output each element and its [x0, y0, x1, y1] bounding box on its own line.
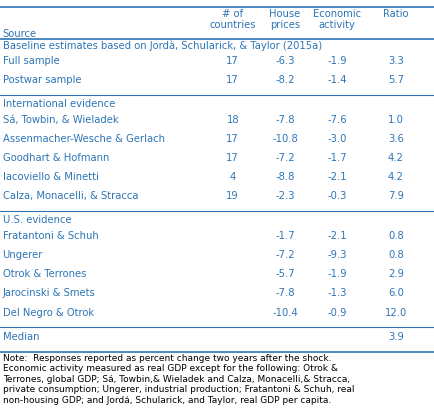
- Text: 0.8: 0.8: [387, 250, 403, 260]
- Text: Jarocinski & Smets: Jarocinski & Smets: [3, 288, 95, 298]
- Text: -1.4: -1.4: [327, 75, 346, 85]
- Text: -1.9: -1.9: [326, 56, 346, 66]
- Text: -8.8: -8.8: [275, 172, 294, 182]
- Text: -2.1: -2.1: [326, 231, 346, 241]
- Text: 19: 19: [226, 191, 239, 201]
- Text: -7.8: -7.8: [275, 288, 294, 298]
- Text: -7.2: -7.2: [274, 153, 294, 163]
- Text: Iacoviello & Minetti: Iacoviello & Minetti: [3, 172, 98, 182]
- Text: International evidence: International evidence: [3, 99, 115, 109]
- Text: 4.2: 4.2: [387, 172, 403, 182]
- Text: Sá, Towbin, & Wieladek: Sá, Towbin, & Wieladek: [3, 115, 118, 125]
- Text: Note:  Responses reported as percent change two years after the shock.
Economic : Note: Responses reported as percent chan…: [3, 354, 353, 405]
- Text: -0.9: -0.9: [327, 308, 346, 317]
- Text: Source: Source: [3, 29, 36, 39]
- Text: Baseline estimates based on Jordà, Schularick, & Taylor (2015a): Baseline estimates based on Jordà, Schul…: [3, 40, 321, 51]
- Text: 7.9: 7.9: [387, 191, 403, 201]
- Text: 3.3: 3.3: [387, 56, 403, 66]
- Text: -2.3: -2.3: [275, 191, 294, 201]
- Text: -1.9: -1.9: [326, 269, 346, 279]
- Text: Otrok & Terrones: Otrok & Terrones: [3, 269, 86, 279]
- Text: -1.3: -1.3: [327, 288, 346, 298]
- Text: Ratio: Ratio: [382, 9, 408, 19]
- Text: -3.0: -3.0: [327, 134, 346, 144]
- Text: Fratantoni & Schuh: Fratantoni & Schuh: [3, 231, 98, 241]
- Text: -1.7: -1.7: [274, 231, 294, 241]
- Text: # of
countries: # of countries: [209, 9, 255, 30]
- Text: 12.0: 12.0: [384, 308, 406, 317]
- Text: 1.0: 1.0: [387, 115, 403, 125]
- Text: Full sample: Full sample: [3, 56, 59, 66]
- Text: -10.4: -10.4: [271, 308, 297, 317]
- Text: Del Negro & Otrok: Del Negro & Otrok: [3, 308, 93, 317]
- Text: 18: 18: [226, 115, 239, 125]
- Text: -10.8: -10.8: [271, 134, 297, 144]
- Text: -0.3: -0.3: [327, 191, 346, 201]
- Text: -7.6: -7.6: [326, 115, 346, 125]
- Text: 5.7: 5.7: [387, 75, 403, 85]
- Text: Median: Median: [3, 332, 39, 342]
- Text: 17: 17: [226, 75, 239, 85]
- Text: Calza, Monacelli, & Stracca: Calza, Monacelli, & Stracca: [3, 191, 138, 201]
- Text: 2.9: 2.9: [387, 269, 403, 279]
- Text: U.S. evidence: U.S. evidence: [3, 215, 71, 225]
- Text: 17: 17: [226, 134, 239, 144]
- Text: 4.2: 4.2: [387, 153, 403, 163]
- Text: -6.3: -6.3: [275, 56, 294, 66]
- Text: House
prices: House prices: [269, 9, 300, 30]
- Text: 4: 4: [229, 172, 235, 182]
- Text: Postwar sample: Postwar sample: [3, 75, 81, 85]
- Text: -7.8: -7.8: [275, 115, 294, 125]
- Text: 0.8: 0.8: [387, 231, 403, 241]
- Text: 3.6: 3.6: [387, 134, 403, 144]
- Text: Ungerer: Ungerer: [3, 250, 43, 260]
- Text: -9.3: -9.3: [327, 250, 346, 260]
- Text: 6.0: 6.0: [387, 288, 403, 298]
- Text: -1.7: -1.7: [326, 153, 346, 163]
- Text: Economic
activity: Economic activity: [312, 9, 360, 30]
- Text: 3.9: 3.9: [387, 332, 403, 342]
- Text: -7.2: -7.2: [274, 250, 294, 260]
- Text: -8.2: -8.2: [275, 75, 294, 85]
- Text: Assenmacher-Wesche & Gerlach: Assenmacher-Wesche & Gerlach: [3, 134, 164, 144]
- Text: -2.1: -2.1: [326, 172, 346, 182]
- Text: 17: 17: [226, 153, 239, 163]
- Text: Goodhart & Hofmann: Goodhart & Hofmann: [3, 153, 109, 163]
- Text: -5.7: -5.7: [274, 269, 294, 279]
- Text: 17: 17: [226, 56, 239, 66]
